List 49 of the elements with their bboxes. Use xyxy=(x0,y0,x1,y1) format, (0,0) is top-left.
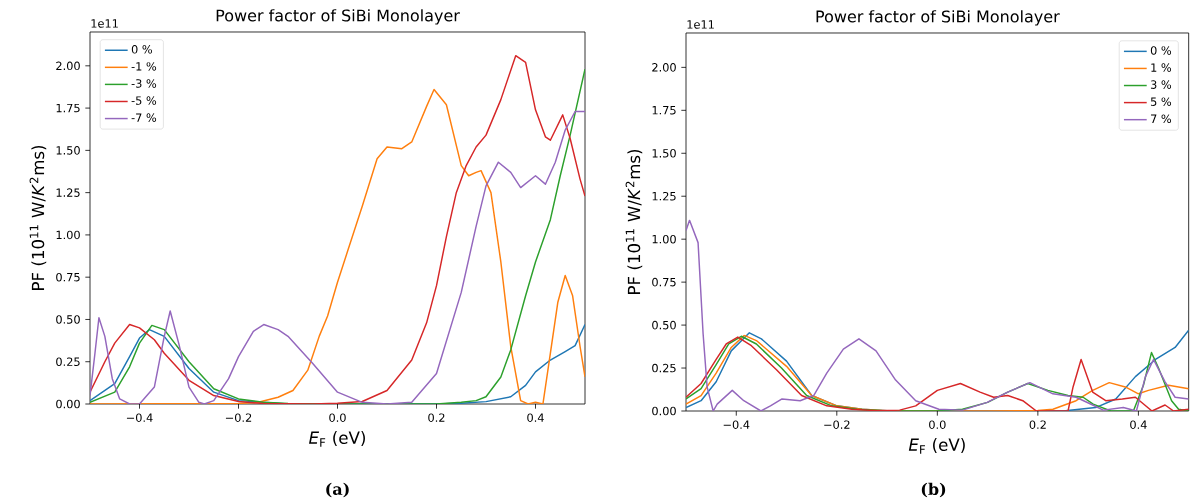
y-tick-label: 0.00 xyxy=(652,406,676,416)
y-tick-label: 1.25 xyxy=(56,188,80,197)
y-tick-label: 0.25 xyxy=(56,357,80,367)
legend-label: -1 % xyxy=(131,62,157,71)
y-tick-label: 1.75 xyxy=(56,103,80,113)
legend-label: 0 % xyxy=(1150,46,1172,55)
x-tick-label: −0.2 xyxy=(824,420,850,429)
x-tick-label: −0.4 xyxy=(723,420,750,429)
x-axis-title: E$_{F}$ (eV) xyxy=(908,438,965,454)
y-axis-title: PF (10$^{11}$ W/K$^{2}$ms) xyxy=(625,149,643,294)
y-tick-label: 0.25 xyxy=(652,363,676,373)
chart-title: Power factor of SiBi Monolayer xyxy=(216,9,460,25)
x-tick-label: 0.4 xyxy=(527,413,544,422)
y-tick-label: 2.00 xyxy=(652,63,676,72)
y-tick-label: 1.00 xyxy=(56,230,80,240)
legend-label: -7 % xyxy=(131,113,157,122)
y-tick-label: 1.50 xyxy=(652,148,676,158)
y-tick-label: 0.50 xyxy=(652,320,676,330)
text: 1e11 xyxy=(687,20,714,29)
legend-label: 7 % xyxy=(1151,114,1172,124)
text: 1e11 xyxy=(91,19,118,28)
x-axis-title: E$_{F}$ (eV) xyxy=(309,431,365,447)
x-tick-label: 0.4 xyxy=(1130,420,1147,429)
x-tick-label: −0.4 xyxy=(126,413,153,422)
legend-label: -3 % xyxy=(131,79,157,88)
text: (b) xyxy=(921,482,946,498)
y-tick-label: 0.00 xyxy=(56,399,80,409)
y-tick-label: 2.00 xyxy=(56,61,80,71)
x-tick-label: 0.0 xyxy=(329,413,346,422)
text: (a) xyxy=(326,482,349,498)
legend-label: -5 % xyxy=(131,96,157,105)
line-series xyxy=(686,219,1189,411)
x-tick-label: 0.2 xyxy=(428,413,445,422)
legend-label: 5 % xyxy=(1150,97,1172,106)
x-tick-label: 0.2 xyxy=(1029,420,1046,429)
y-axis-title: PF (10$^{11}$ W/K$^{2}$ms) xyxy=(29,145,47,290)
chart-title: Power factor of SiBi Monolayer xyxy=(816,10,1060,26)
y-tick-label: 0.75 xyxy=(56,272,80,282)
y-tick-label: 1.75 xyxy=(652,106,676,115)
y-tick-label: 0.50 xyxy=(56,315,80,324)
x-tick-label: −0.2 xyxy=(225,413,252,422)
legend-label: 0 % xyxy=(131,45,153,54)
legend-label: 3 % xyxy=(1150,80,1172,89)
legend-label: 1 % xyxy=(1151,63,1172,72)
y-tick-label: 0.75 xyxy=(652,277,676,287)
y-tick-label: 1.25 xyxy=(652,191,676,201)
x-tick-label: 0.0 xyxy=(929,420,946,429)
y-tick-label: 1.50 xyxy=(56,146,80,155)
y-tick-label: 1.00 xyxy=(652,234,676,244)
